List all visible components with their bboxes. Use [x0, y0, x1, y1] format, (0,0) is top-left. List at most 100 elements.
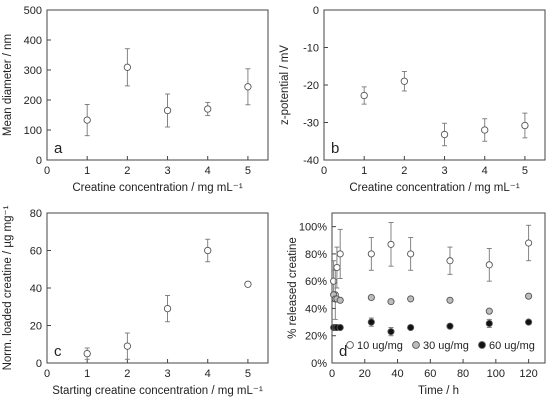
y-tick-label: 500	[24, 5, 42, 17]
panel-letter-c: c	[54, 343, 62, 360]
chart-panel-b: 0 1 2 3 4 5 -40 -30 -20 -10 0 Creatine concentratio…	[279, 5, 546, 194]
x-tick-label: 40	[391, 368, 403, 380]
y-tick-label: -10	[303, 43, 319, 55]
x-tick-label: 60	[424, 368, 436, 380]
data-point	[481, 126, 489, 134]
y-tick-label: 200	[24, 95, 42, 107]
x-tick-label: 0	[321, 165, 327, 177]
x-tick-label: 1	[84, 165, 90, 177]
data-point	[83, 349, 91, 358]
data-point	[360, 91, 368, 100]
legend-label: 10 ug/mg	[357, 340, 403, 352]
x-axis-label: Creatine concentration / mg mL⁻¹	[72, 182, 243, 194]
x-tick-label: 1	[84, 368, 90, 380]
x-axis-label: Creatine concentration / mg mL⁻¹	[349, 182, 520, 194]
x-tick-label: 0	[44, 368, 50, 380]
x-tick-label: 2	[401, 165, 407, 177]
x-tick-label: 4	[482, 165, 488, 177]
panel-letter-d: d	[339, 343, 347, 360]
data-point	[336, 250, 344, 258]
data-point	[446, 257, 454, 265]
x-tick-label: 4	[205, 165, 211, 177]
data-point	[367, 293, 375, 302]
plot-frame	[46, 9, 269, 161]
y-tick-label: 400	[24, 35, 42, 47]
data-point	[521, 121, 529, 130]
data-point	[244, 83, 252, 91]
y-tick-label: 60	[30, 246, 42, 258]
y-tick-label: 100	[24, 125, 42, 137]
y-tick-label: -40	[303, 155, 319, 167]
data-point	[525, 318, 533, 326]
x-tick-label: 2	[124, 368, 130, 380]
data-point	[387, 298, 395, 306]
x-tick-label: 100	[487, 368, 505, 380]
panel-letter-b: b	[331, 140, 339, 157]
y-tick-label: -20	[303, 80, 319, 92]
data-point	[387, 328, 395, 336]
y-tick-label: 80	[30, 208, 42, 220]
data-point	[244, 280, 252, 288]
data-point	[367, 250, 375, 258]
y-tick-label: 20%	[305, 331, 327, 343]
chart-panel-d: 0 20 40 60 80 100 120 0% 20% 40% 60% 80% 100% Time / …	[287, 212, 546, 397]
data-point	[83, 116, 91, 124]
x-tick-label: 2	[124, 165, 130, 177]
data-point	[163, 106, 172, 115]
x-tick-label: 5	[245, 368, 251, 380]
y-tick-label: 300	[24, 65, 42, 77]
x-axis-label: Starting creatine concentration / mg mL⁻…	[52, 385, 263, 397]
x-tick-label: 4	[205, 368, 211, 380]
y-tick-label: 40%	[305, 303, 327, 315]
data-point	[387, 240, 395, 248]
x-tick-label: 3	[441, 165, 447, 177]
x-tick-label: 5	[245, 165, 251, 177]
data-point	[525, 239, 533, 247]
y-tick-label: 0	[313, 5, 319, 17]
chart-panel-c: 0 1 2 3 4 5 0 20 40 60 80 Starting creatine concent…	[2, 205, 269, 397]
x-tick-label: 3	[164, 165, 170, 177]
data-point	[440, 130, 449, 139]
data-point	[163, 304, 172, 313]
data-point	[525, 292, 533, 300]
data-point	[204, 105, 212, 113]
x-axis-label: Time / h	[418, 385, 459, 397]
data-point	[485, 319, 493, 328]
x-tick-label: 1	[361, 165, 367, 177]
data-point	[204, 246, 212, 255]
data-point	[123, 342, 132, 350]
plot-frame	[323, 9, 546, 161]
data-point	[336, 296, 344, 304]
y-tick-label: 20	[30, 321, 42, 333]
y-tick-label: 40	[30, 283, 42, 295]
y-tick-label: 0	[36, 155, 42, 167]
data-point	[400, 77, 409, 85]
legend-label: 60 ug/mg	[489, 340, 535, 352]
x-tick-label: 0	[329, 368, 335, 380]
x-tick-label: 120	[519, 368, 537, 380]
data-point	[485, 307, 493, 315]
legend-marker	[412, 341, 420, 349]
plot-frame	[46, 212, 269, 364]
x-tick-label: 20	[359, 368, 371, 380]
legend-marker	[346, 341, 354, 349]
data-point	[446, 296, 454, 304]
x-tick-label: 5	[522, 165, 528, 177]
data-point	[333, 263, 341, 272]
y-tick-label: 100%	[299, 222, 327, 234]
legend: 10 ug/mg 30 ug/mg 60 ug/mg	[346, 340, 535, 352]
data-point	[123, 63, 132, 71]
y-axis-label: z-potential / mV	[279, 45, 291, 125]
data-point	[485, 261, 493, 269]
panel-letter-a: a	[54, 140, 63, 157]
y-tick-label: 60%	[305, 276, 327, 288]
y-tick-label: -30	[303, 118, 319, 130]
data-point	[407, 323, 415, 332]
y-axis-label: Mean diameter / nm	[2, 34, 14, 136]
legend-marker	[478, 341, 486, 349]
y-tick-label: 0	[36, 358, 42, 370]
data-point	[407, 250, 415, 258]
data-point	[336, 323, 344, 332]
x-tick-label: 80	[457, 368, 469, 380]
